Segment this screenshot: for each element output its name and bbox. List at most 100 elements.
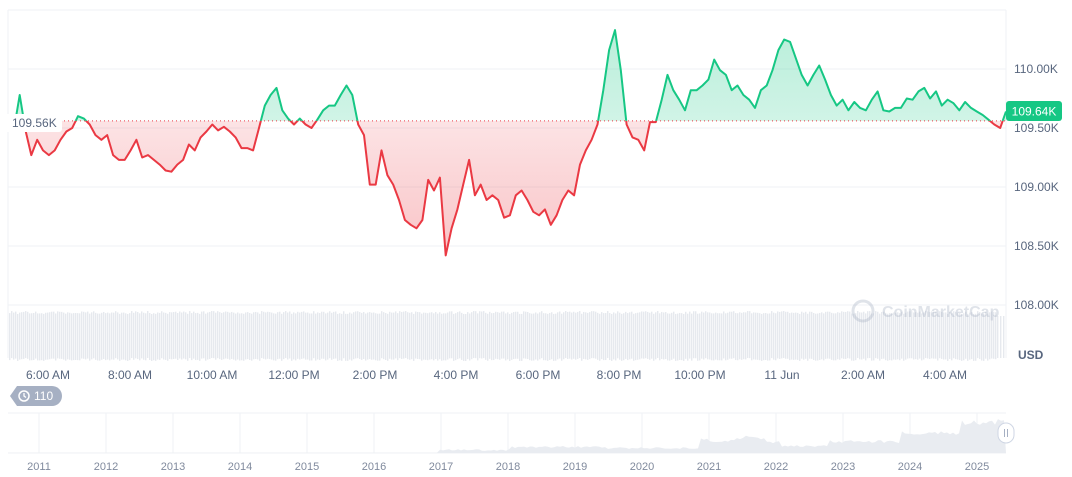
volume-bar <box>139 313 140 360</box>
volume-bar <box>839 313 840 360</box>
volume-bar <box>459 311 460 358</box>
volume-bar <box>289 311 290 358</box>
volume-bar <box>589 312 590 359</box>
volume-bar <box>553 314 554 361</box>
volume-bar <box>331 313 332 360</box>
volume-bar <box>339 313 340 360</box>
volume-bar <box>671 313 672 360</box>
volume-bar <box>645 311 646 358</box>
volume-bar <box>807 314 808 361</box>
volume-bar <box>419 312 420 359</box>
volume-bar <box>847 311 848 358</box>
volume-bar <box>277 312 278 359</box>
volume-bar <box>611 314 612 361</box>
volume-bar <box>335 312 336 359</box>
watermark: CoinMarketCap <box>853 301 1000 321</box>
volume-bar <box>651 312 652 359</box>
volume-bar <box>177 313 178 360</box>
chart-svg[interactable]: CoinMarketCap 110.00K109.50K109.00K108.5… <box>0 0 1072 477</box>
volume-bar <box>399 311 400 358</box>
volume-bar <box>235 314 236 361</box>
volume-bar <box>455 313 456 360</box>
volume-bar <box>163 313 164 360</box>
volume-bar <box>387 314 388 361</box>
current-price-text: 109.64K <box>1012 105 1057 119</box>
x-tick-label: 4:00 AM <box>923 368 967 382</box>
volume-bar <box>115 311 116 358</box>
volume-bar <box>39 313 40 360</box>
volume-bar <box>285 311 286 358</box>
volume-bar <box>557 312 558 359</box>
volume-bar <box>299 313 300 360</box>
volume-bar <box>749 311 750 358</box>
volume-bar <box>685 312 686 359</box>
volume-bar <box>697 314 698 361</box>
volume-bar <box>341 314 342 361</box>
volume-bar <box>403 312 404 359</box>
volume-bar <box>489 312 490 359</box>
volume-bar <box>169 312 170 359</box>
currency-label: USD <box>1018 348 1044 362</box>
x-tick-label: 12:00 PM <box>268 368 319 382</box>
volume-bar <box>495 312 496 359</box>
volume-bar <box>779 312 780 359</box>
volume-bar <box>695 311 696 358</box>
volume-bar <box>31 313 32 360</box>
volume-bar <box>111 312 112 359</box>
volume-bar <box>579 311 580 358</box>
volume-bar <box>249 313 250 360</box>
volume-bar <box>265 312 266 359</box>
volume-bar <box>525 312 526 359</box>
volume-bar <box>369 312 370 359</box>
volume-bar <box>871 314 872 361</box>
volume-bar <box>471 312 472 359</box>
price-area <box>8 30 1006 255</box>
history-badge[interactable]: 110 <box>10 386 62 406</box>
overview-navigator[interactable]: 2011 2012 2013 2014 2015 2016 2017 2018 2019 2020… <box>8 413 1006 473</box>
volume-bar <box>225 312 226 359</box>
volume-bar <box>795 313 796 360</box>
volume-bar <box>681 313 682 360</box>
volume-bar <box>429 313 430 360</box>
volume-bar <box>165 313 166 360</box>
navigator-handle[interactable] <box>998 423 1014 443</box>
volume-bar <box>29 313 30 360</box>
year-label: 2018 <box>496 461 520 473</box>
volume-bar <box>349 313 350 360</box>
volume-bar <box>127 314 128 361</box>
volume-bar <box>87 312 88 359</box>
volume-bar <box>79 313 80 360</box>
volume-bar <box>141 311 142 358</box>
volume-bar <box>157 312 158 359</box>
price-chart[interactable]: CoinMarketCap 110.00K 109.50K 109.00K 108.5… <box>0 0 1072 477</box>
volume-bar <box>481 312 482 359</box>
volume-bar <box>305 313 306 360</box>
volume-bar <box>363 312 364 359</box>
reference-price-text: 109.56K <box>12 116 57 130</box>
volume-bar <box>423 313 424 360</box>
volume-bar <box>805 312 806 359</box>
volume-bar <box>581 314 582 361</box>
volume-bar <box>499 313 500 360</box>
volume-bar <box>173 312 174 359</box>
volume-bar <box>373 313 374 360</box>
x-tick-label: 4:00 PM <box>434 368 479 382</box>
volume-bar <box>13 313 14 360</box>
volume-bar <box>151 314 152 361</box>
volume-bar <box>407 312 408 359</box>
volume-bar <box>801 312 802 359</box>
volume-bar <box>593 311 594 358</box>
volume-bar <box>785 312 786 359</box>
volume-bar <box>215 313 216 360</box>
volume-bar <box>183 312 184 359</box>
volume-bar <box>53 312 54 359</box>
volume-bar <box>641 311 642 358</box>
volume-bar <box>35 312 36 359</box>
volume-bar <box>765 313 766 360</box>
volume-bar <box>613 312 614 359</box>
volume-bar <box>95 313 96 360</box>
volume-bar <box>771 311 772 358</box>
volume-bar <box>725 313 726 360</box>
volume-bar <box>755 313 756 360</box>
volume-bar <box>257 312 258 359</box>
